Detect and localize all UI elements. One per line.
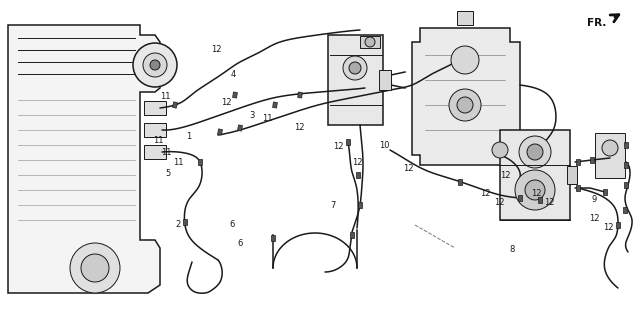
Bar (624, 182, 628, 188)
Bar (603, 189, 607, 195)
Text: 11: 11 (173, 158, 183, 167)
Circle shape (81, 254, 109, 282)
Bar (356, 172, 360, 178)
Text: 12: 12 (403, 164, 413, 173)
Text: 11: 11 (154, 136, 164, 145)
Bar (576, 185, 580, 191)
Bar (616, 222, 620, 228)
Circle shape (143, 53, 167, 77)
Bar (198, 159, 202, 165)
Bar (576, 159, 580, 165)
Circle shape (365, 37, 375, 47)
Bar (346, 139, 350, 145)
Bar (237, 125, 243, 131)
Text: 12: 12 (531, 189, 541, 198)
Text: 12: 12 (589, 214, 599, 223)
Text: 10: 10 (379, 141, 389, 150)
Text: 12: 12 (333, 142, 343, 151)
Bar (183, 219, 187, 225)
Circle shape (457, 97, 473, 113)
Text: 12: 12 (603, 223, 613, 232)
Text: 1: 1 (186, 132, 191, 141)
Circle shape (519, 136, 551, 168)
Bar (218, 129, 223, 135)
Circle shape (449, 89, 481, 121)
Text: 9: 9 (591, 195, 596, 204)
Polygon shape (8, 25, 160, 293)
Text: 6: 6 (237, 239, 243, 248)
Text: 6: 6 (230, 220, 235, 229)
Bar (500, 130, 570, 220)
Text: 11: 11 (160, 92, 170, 101)
Bar (298, 92, 302, 98)
Text: FR.: FR. (588, 18, 607, 28)
Bar (518, 195, 522, 201)
Bar (144, 101, 166, 115)
Circle shape (527, 144, 543, 160)
Text: 12: 12 (352, 158, 362, 167)
Circle shape (150, 60, 160, 70)
Polygon shape (412, 28, 520, 165)
Text: 12: 12 (494, 198, 504, 207)
Text: 12: 12 (544, 198, 554, 207)
Bar (273, 102, 277, 108)
Bar (623, 207, 627, 213)
Text: 11: 11 (161, 148, 172, 157)
Bar (172, 102, 178, 108)
Bar (360, 36, 380, 48)
Text: 2: 2 (175, 220, 180, 229)
Text: 12: 12 (294, 123, 305, 132)
Circle shape (349, 62, 361, 74)
Bar (567, 166, 577, 184)
Circle shape (70, 243, 120, 293)
Text: 4: 4 (231, 70, 236, 79)
Circle shape (451, 46, 479, 74)
Text: 3: 3 (249, 111, 254, 120)
Text: 11: 11 (262, 114, 273, 123)
Bar (379, 70, 391, 90)
Circle shape (343, 56, 367, 80)
Text: 5: 5 (166, 169, 171, 178)
Circle shape (602, 140, 618, 156)
Text: 12: 12 (221, 98, 231, 107)
Bar (358, 202, 362, 208)
Bar (624, 142, 628, 148)
Text: 7: 7 (330, 202, 335, 210)
Bar (144, 123, 166, 137)
Bar (538, 197, 542, 203)
Circle shape (133, 43, 177, 87)
Bar (350, 232, 354, 238)
Text: 12: 12 (500, 171, 511, 180)
Bar (328, 35, 383, 125)
Bar (144, 145, 166, 159)
Bar (458, 179, 462, 185)
Bar (271, 235, 275, 241)
Text: 8: 8 (509, 245, 515, 254)
Text: 12: 12 (211, 45, 221, 54)
Bar (232, 92, 237, 98)
Bar (624, 162, 628, 168)
Circle shape (515, 170, 555, 210)
Bar (457, 11, 473, 25)
Text: 12: 12 (480, 189, 490, 198)
Circle shape (525, 180, 545, 200)
Circle shape (492, 142, 508, 158)
Bar (595, 132, 625, 177)
Bar (590, 157, 594, 163)
